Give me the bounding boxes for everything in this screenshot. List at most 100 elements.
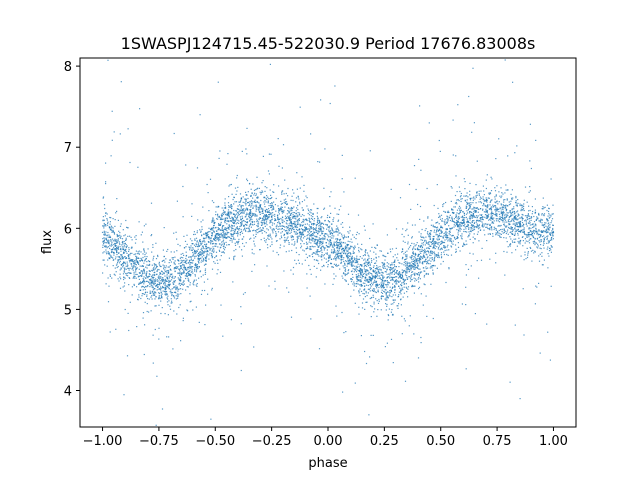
data-point — [239, 209, 241, 211]
data-point — [124, 243, 126, 245]
data-point — [345, 273, 347, 275]
data-point — [502, 204, 504, 206]
data-point — [495, 158, 497, 160]
data-point — [157, 254, 159, 256]
data-point — [215, 251, 218, 253]
data-point — [153, 282, 155, 284]
data-point — [267, 247, 269, 249]
data-point — [335, 231, 337, 233]
data-point — [505, 204, 507, 206]
data-point — [189, 238, 192, 240]
data-point — [221, 233, 223, 236]
data-point — [228, 212, 230, 214]
data-point — [432, 273, 434, 275]
data-point — [461, 219, 463, 221]
data-point — [207, 251, 209, 253]
data-point — [249, 217, 251, 219]
data-point — [350, 258, 352, 260]
data-point — [414, 268, 416, 270]
data-point — [122, 286, 124, 288]
data-point — [227, 231, 229, 233]
data-point — [132, 277, 134, 279]
data-point — [539, 230, 541, 232]
data-point — [141, 274, 143, 276]
data-point — [245, 230, 247, 232]
data-point — [287, 225, 289, 227]
data-point — [406, 250, 408, 252]
data-point — [316, 207, 318, 210]
data-point — [198, 261, 200, 263]
data-point — [161, 270, 163, 273]
data-point — [340, 244, 342, 246]
data-point — [133, 263, 135, 265]
data-point — [472, 216, 474, 218]
data-point — [543, 215, 545, 217]
data-point — [271, 241, 273, 243]
data-point — [265, 222, 267, 224]
data-point — [306, 197, 308, 199]
data-point — [376, 283, 378, 285]
data-point — [451, 227, 453, 229]
data-point — [524, 220, 526, 222]
data-point — [266, 187, 268, 189]
data-point — [190, 249, 192, 251]
data-point — [534, 237, 536, 240]
data-point — [277, 217, 279, 219]
data-point — [202, 237, 205, 239]
data-point — [221, 207, 223, 209]
data-point — [422, 249, 425, 252]
data-point — [215, 214, 217, 216]
data-point — [414, 267, 416, 269]
data-point — [498, 213, 501, 215]
data-point — [543, 247, 545, 249]
data-point — [546, 229, 548, 231]
data-point — [203, 248, 205, 250]
data-point — [547, 210, 550, 213]
data-point — [409, 266, 411, 268]
data-point — [192, 281, 195, 283]
data-point — [108, 285, 110, 287]
data-point — [540, 240, 542, 243]
data-point — [489, 258, 491, 260]
data-point — [215, 255, 217, 257]
data-point — [486, 212, 488, 214]
data-point — [287, 210, 289, 212]
data-point — [302, 209, 304, 211]
data-point — [422, 261, 424, 263]
data-point — [466, 199, 468, 201]
data-point — [129, 277, 131, 279]
data-point — [141, 270, 143, 272]
data-point — [308, 220, 310, 222]
data-point — [343, 250, 345, 252]
data-point — [490, 207, 492, 209]
data-point — [471, 221, 473, 223]
data-point — [474, 216, 476, 218]
data-point — [119, 273, 121, 275]
data-point — [336, 255, 338, 258]
data-point — [330, 263, 333, 265]
data-point — [135, 255, 137, 257]
data-point — [265, 215, 267, 218]
data-point — [442, 237, 444, 239]
data-point — [340, 205, 342, 207]
data-point — [550, 238, 552, 240]
data-point — [477, 215, 479, 217]
data-point — [548, 242, 550, 244]
data-point — [199, 258, 201, 260]
data-point — [107, 252, 109, 254]
data-point — [539, 234, 541, 236]
data-point — [178, 288, 180, 290]
data-point — [175, 267, 177, 269]
data-point — [295, 251, 298, 254]
data-point — [143, 262, 145, 264]
data-point — [411, 284, 413, 286]
data-point — [187, 272, 189, 274]
data-point — [249, 238, 251, 240]
data-point — [159, 265, 161, 267]
data-point — [245, 204, 247, 206]
data-point — [347, 272, 349, 274]
data-point — [404, 380, 407, 382]
data-point — [437, 239, 439, 241]
data-point — [529, 222, 531, 224]
data-point — [444, 223, 446, 225]
